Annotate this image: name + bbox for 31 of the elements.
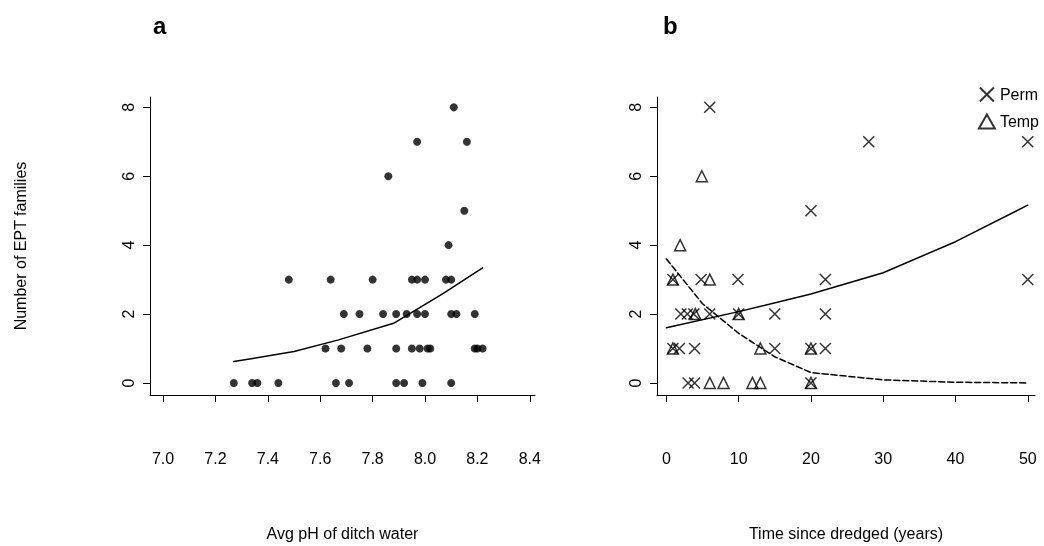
y-tick-label: 8 bbox=[626, 102, 644, 112]
x-tick-label: 40 bbox=[946, 449, 965, 467]
y-tick-label: 2 bbox=[119, 309, 137, 319]
x-tick-label: 7.0 bbox=[151, 449, 175, 467]
x-tick-label: 7.4 bbox=[256, 449, 280, 467]
x-axis-title: Avg pH of ditch water bbox=[266, 524, 420, 542]
legend-label: Temp bbox=[999, 113, 1040, 130]
y-tick-label: 0 bbox=[626, 378, 644, 388]
x-tick-label: 7.8 bbox=[361, 449, 384, 467]
chart-title: a bbox=[153, 11, 167, 39]
x-tick-label: 0 bbox=[661, 449, 671, 467]
y-tick-label: 0 bbox=[119, 378, 137, 388]
x-tick-label: 8.0 bbox=[413, 449, 437, 467]
x-axis-title: Time since dredged (years) bbox=[748, 524, 944, 542]
x-tick-label: 10 bbox=[729, 449, 748, 467]
x-tick-label: 20 bbox=[802, 449, 820, 467]
x-tick-label: 30 bbox=[874, 449, 893, 467]
x-tick-label: 7.2 bbox=[204, 449, 227, 467]
legend-label: Perm bbox=[999, 86, 1039, 103]
chart-title: b bbox=[663, 11, 678, 39]
y-tick-label: 8 bbox=[119, 102, 137, 112]
x-tick-label: 7.6 bbox=[309, 449, 332, 467]
y-tick-label: 6 bbox=[119, 171, 137, 181]
x-tick-label: 50 bbox=[1018, 449, 1037, 467]
x-tick-label: 8.4 bbox=[518, 449, 541, 467]
y-tick-label: 6 bbox=[626, 171, 644, 181]
y-axis-title: Number of EPT families bbox=[11, 161, 29, 331]
y-tick-label: 2 bbox=[626, 309, 644, 319]
y-tick-label: 4 bbox=[626, 240, 644, 250]
y-tick-label: 4 bbox=[119, 240, 137, 250]
x-tick-label: 8.2 bbox=[466, 449, 489, 467]
